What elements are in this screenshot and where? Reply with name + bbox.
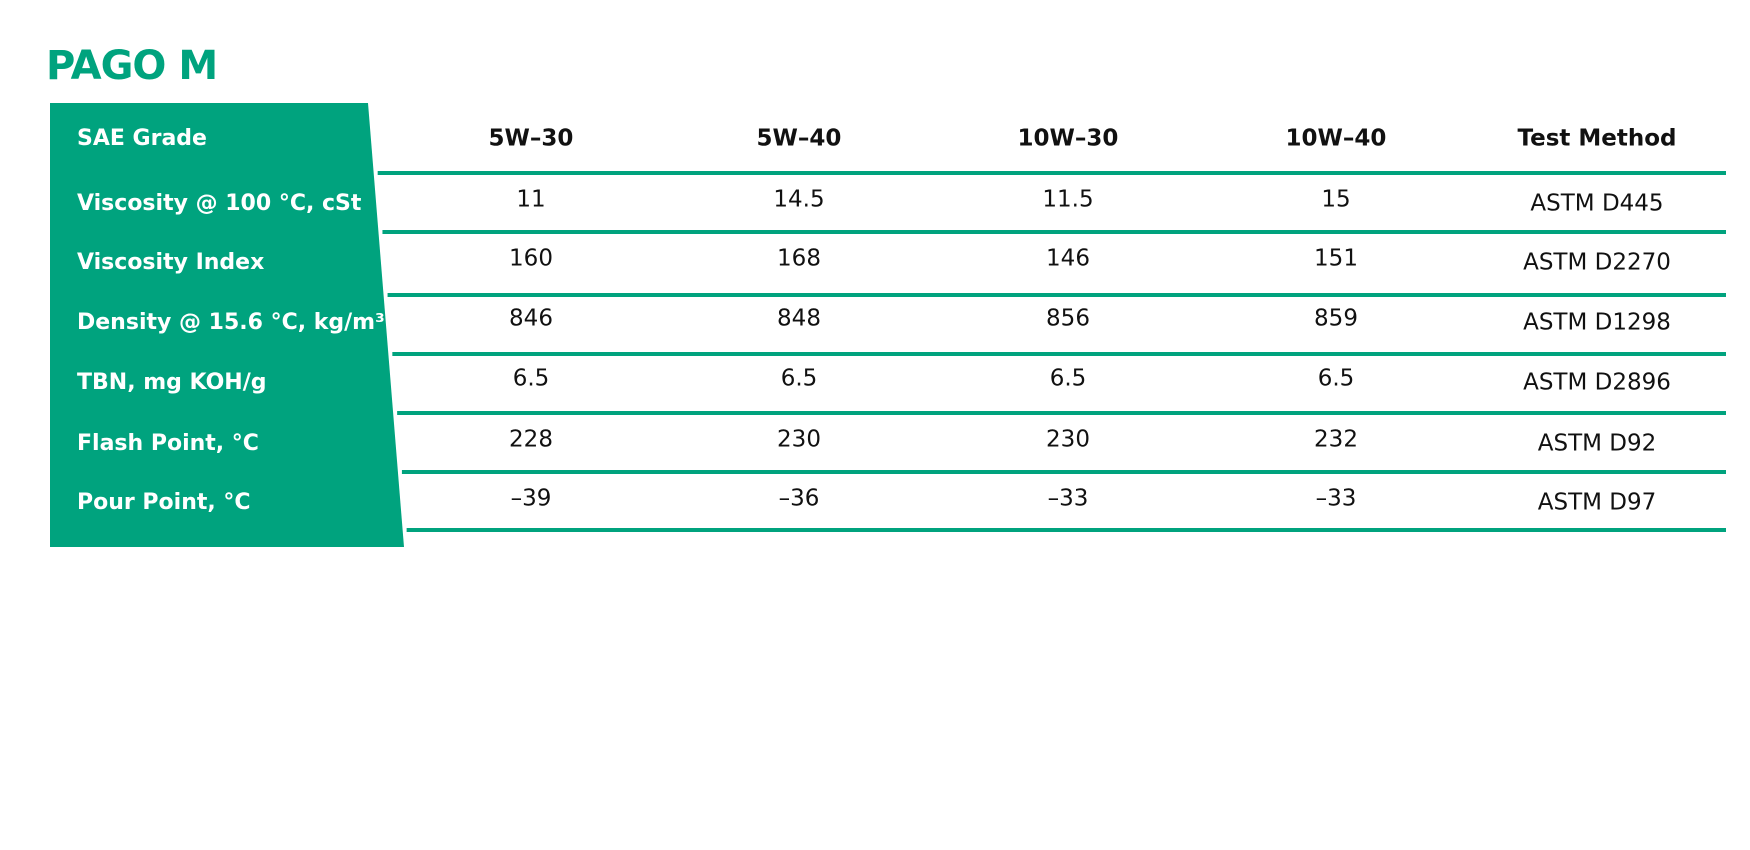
cell: ASTM D2270 <box>1523 250 1671 276</box>
cell: –33 <box>1048 486 1089 512</box>
cell: 6.5 <box>781 366 818 392</box>
cell: 856 <box>1046 306 1090 332</box>
column-header: Test Method <box>1517 126 1676 152</box>
cell: ASTM D92 <box>1538 431 1657 457</box>
cell: ASTM D1298 <box>1523 310 1671 336</box>
cell: ASTM D445 <box>1530 191 1663 217</box>
column-header: 10W–40 <box>1286 126 1387 152</box>
title: PAGO M <box>46 43 217 89</box>
cell: ASTM D97 <box>1538 490 1657 516</box>
row-label: Pour Point, °C <box>77 490 251 515</box>
cell: 15 <box>1321 187 1350 213</box>
cell: 848 <box>777 306 821 332</box>
cell: 160 <box>509 246 553 272</box>
cell: 11 <box>516 187 545 213</box>
row-label: Viscosity @ 100 °C, cSt <box>77 191 362 216</box>
cell: 230 <box>777 427 821 453</box>
cell: 168 <box>777 246 821 272</box>
cell: –33 <box>1316 486 1357 512</box>
column-header: 10W–30 <box>1018 126 1119 152</box>
cell: 846 <box>509 306 553 332</box>
cell: 14.5 <box>773 187 824 213</box>
cell: 232 <box>1314 427 1358 453</box>
cell: –39 <box>511 486 552 512</box>
column-header: 5W–40 <box>757 126 842 152</box>
cell: 6.5 <box>513 366 550 392</box>
row-label: SAE Grade <box>77 126 207 151</box>
cell: 228 <box>509 427 553 453</box>
row-label: TBN, mg KOH/g <box>77 370 267 395</box>
row-label: Viscosity Index <box>77 250 264 275</box>
cell: 230 <box>1046 427 1090 453</box>
cell: 6.5 <box>1318 366 1355 392</box>
cell: 11.5 <box>1042 187 1093 213</box>
label-panel <box>50 103 404 547</box>
cell: ASTM D2896 <box>1523 370 1671 396</box>
cell: 6.5 <box>1050 366 1087 392</box>
row-label: Density @ 15.6 °C, kg/m³ <box>77 310 385 335</box>
cell: 859 <box>1314 306 1358 332</box>
cell: 146 <box>1046 246 1090 272</box>
column-header: 5W–30 <box>489 126 574 152</box>
cell: 151 <box>1314 246 1358 272</box>
cell: –36 <box>779 486 820 512</box>
row-label: Flash Point, °C <box>77 431 259 456</box>
